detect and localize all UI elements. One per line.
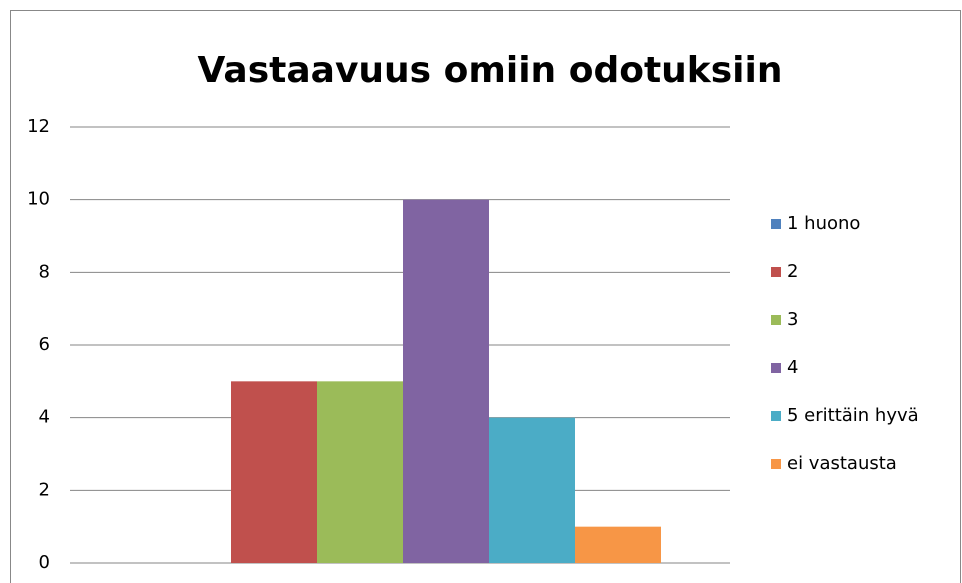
legend-swatch xyxy=(771,363,781,373)
legend-swatch xyxy=(771,315,781,325)
bar xyxy=(489,417,575,563)
legend-label: 2 xyxy=(787,261,798,282)
bar xyxy=(231,381,317,563)
bar xyxy=(575,526,661,563)
y-tick-label: 10 xyxy=(27,189,50,210)
legend-swatch xyxy=(771,267,781,277)
bar xyxy=(403,199,489,563)
chart-title: Vastaavuus omiin odotuksiin xyxy=(198,50,783,91)
legend-label: 4 xyxy=(787,357,798,378)
y-tick-label: 2 xyxy=(39,479,50,500)
y-tick-label: 0 xyxy=(39,552,50,573)
y-tick-label: 6 xyxy=(39,334,50,355)
legend-label: 1 huono xyxy=(787,213,860,234)
bar xyxy=(317,381,403,563)
legend-label: ei vastausta xyxy=(787,453,897,474)
legend-label: 3 xyxy=(787,309,798,330)
y-tick-label: 8 xyxy=(39,261,50,282)
legend-swatch xyxy=(771,219,781,229)
legend-swatch xyxy=(771,459,781,469)
legend-swatch xyxy=(771,411,781,421)
y-tick-label: 12 xyxy=(27,116,50,137)
y-tick-label: 4 xyxy=(39,407,50,428)
legend-label: 5 erittäin hyvä xyxy=(787,405,919,426)
